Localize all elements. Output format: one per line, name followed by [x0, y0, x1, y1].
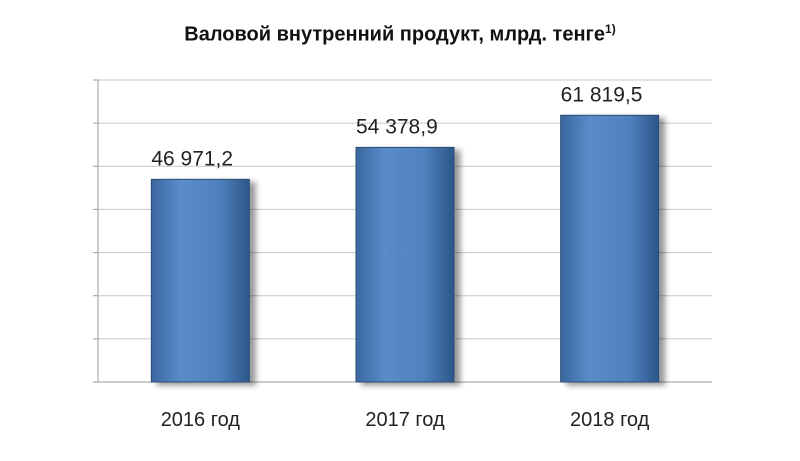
data-label-1: 46 971,2	[151, 147, 233, 170]
bar-3	[560, 114, 660, 383]
data-label-2: 54 378,9	[356, 115, 438, 138]
chart-title-text: Валовой внутренний продукт, млрд. тенге	[184, 23, 606, 46]
x-tick-label-3: 2018 год	[570, 409, 650, 431]
chart-title-footnote: 1)	[605, 22, 616, 36]
x-tick-label-1: 2016 год	[161, 409, 241, 431]
bars	[150, 114, 660, 383]
data-label-3: 61 819,5	[561, 83, 643, 106]
labels: 46 971,2 2016 год 54 378,9 2017 год 61 819,5…	[151, 83, 649, 431]
chart-title: Валовой внутренний продукт, млрд. тенге1…	[0, 22, 800, 47]
bar-1	[150, 178, 250, 383]
bar-2	[355, 146, 455, 383]
x-tick-label-2: 2017 год	[365, 409, 445, 431]
